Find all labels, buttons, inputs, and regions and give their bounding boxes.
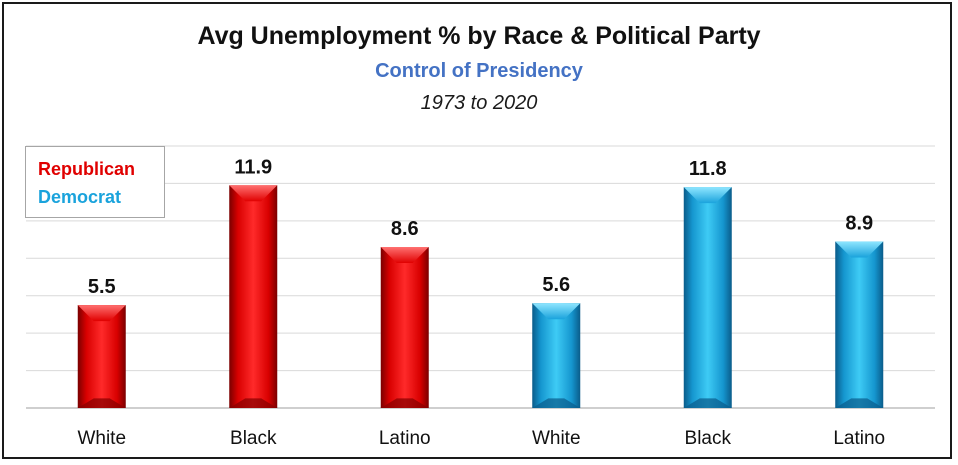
bar-bevel-bottom xyxy=(683,398,732,408)
bar-bevel-bottom xyxy=(380,398,429,408)
bar-bevel-top xyxy=(229,185,278,202)
bar-body xyxy=(683,187,732,408)
bar-bevel-top xyxy=(683,187,732,204)
bar-body xyxy=(532,303,581,408)
chart-title: Avg Unemployment % by Race & Political P… xyxy=(197,22,761,50)
category-label-republican-latino: Latino xyxy=(379,428,431,449)
bar-body xyxy=(77,305,126,408)
bar-bevel-bottom xyxy=(532,398,581,408)
legend-item-republican: Republican xyxy=(38,159,136,179)
chart-legend: Republican Democrat xyxy=(25,146,165,218)
chart-date-range: 1973 to 2020 xyxy=(420,92,538,114)
bar-republican-black xyxy=(229,185,278,408)
bar-bevel-bottom xyxy=(229,398,278,408)
data-label-democrat-white: 5.6 xyxy=(542,274,570,296)
data-label-republican-black: 11.9 xyxy=(234,156,272,178)
category-label-democrat-black: Black xyxy=(685,428,732,449)
bar-bevel-bottom xyxy=(77,398,126,408)
bar-democrat-white xyxy=(532,303,581,408)
bar-body xyxy=(380,247,429,408)
bar-body xyxy=(835,241,884,408)
bar-bevel-top xyxy=(77,305,126,322)
legend-item-democrat: Democrat xyxy=(38,187,122,207)
chart-subtitle: Control of Presidency xyxy=(375,60,583,82)
bar-bevel-top xyxy=(835,241,884,258)
bar-republican-white xyxy=(77,305,126,408)
bar-bevel-top xyxy=(532,303,581,320)
category-label-republican-black: Black xyxy=(230,428,277,449)
bar-bevel-top xyxy=(380,247,429,264)
bar-democrat-black xyxy=(683,187,732,408)
category-label-democrat-latino: Latino xyxy=(833,428,885,449)
category-label-republican-white: White xyxy=(77,428,126,449)
data-label-democrat-latino: 8.9 xyxy=(845,212,873,234)
bar-democrat-latino xyxy=(835,241,884,408)
data-label-democrat-black: 11.8 xyxy=(689,158,727,180)
data-label-republican-latino: 8.6 xyxy=(391,218,419,240)
category-label-democrat-white: White xyxy=(532,428,581,449)
bar-bevel-bottom xyxy=(835,398,884,408)
bar-body xyxy=(229,185,278,408)
bar-republican-latino xyxy=(380,247,429,408)
chart-frame xyxy=(2,2,952,459)
data-label-republican-white: 5.5 xyxy=(88,276,116,298)
